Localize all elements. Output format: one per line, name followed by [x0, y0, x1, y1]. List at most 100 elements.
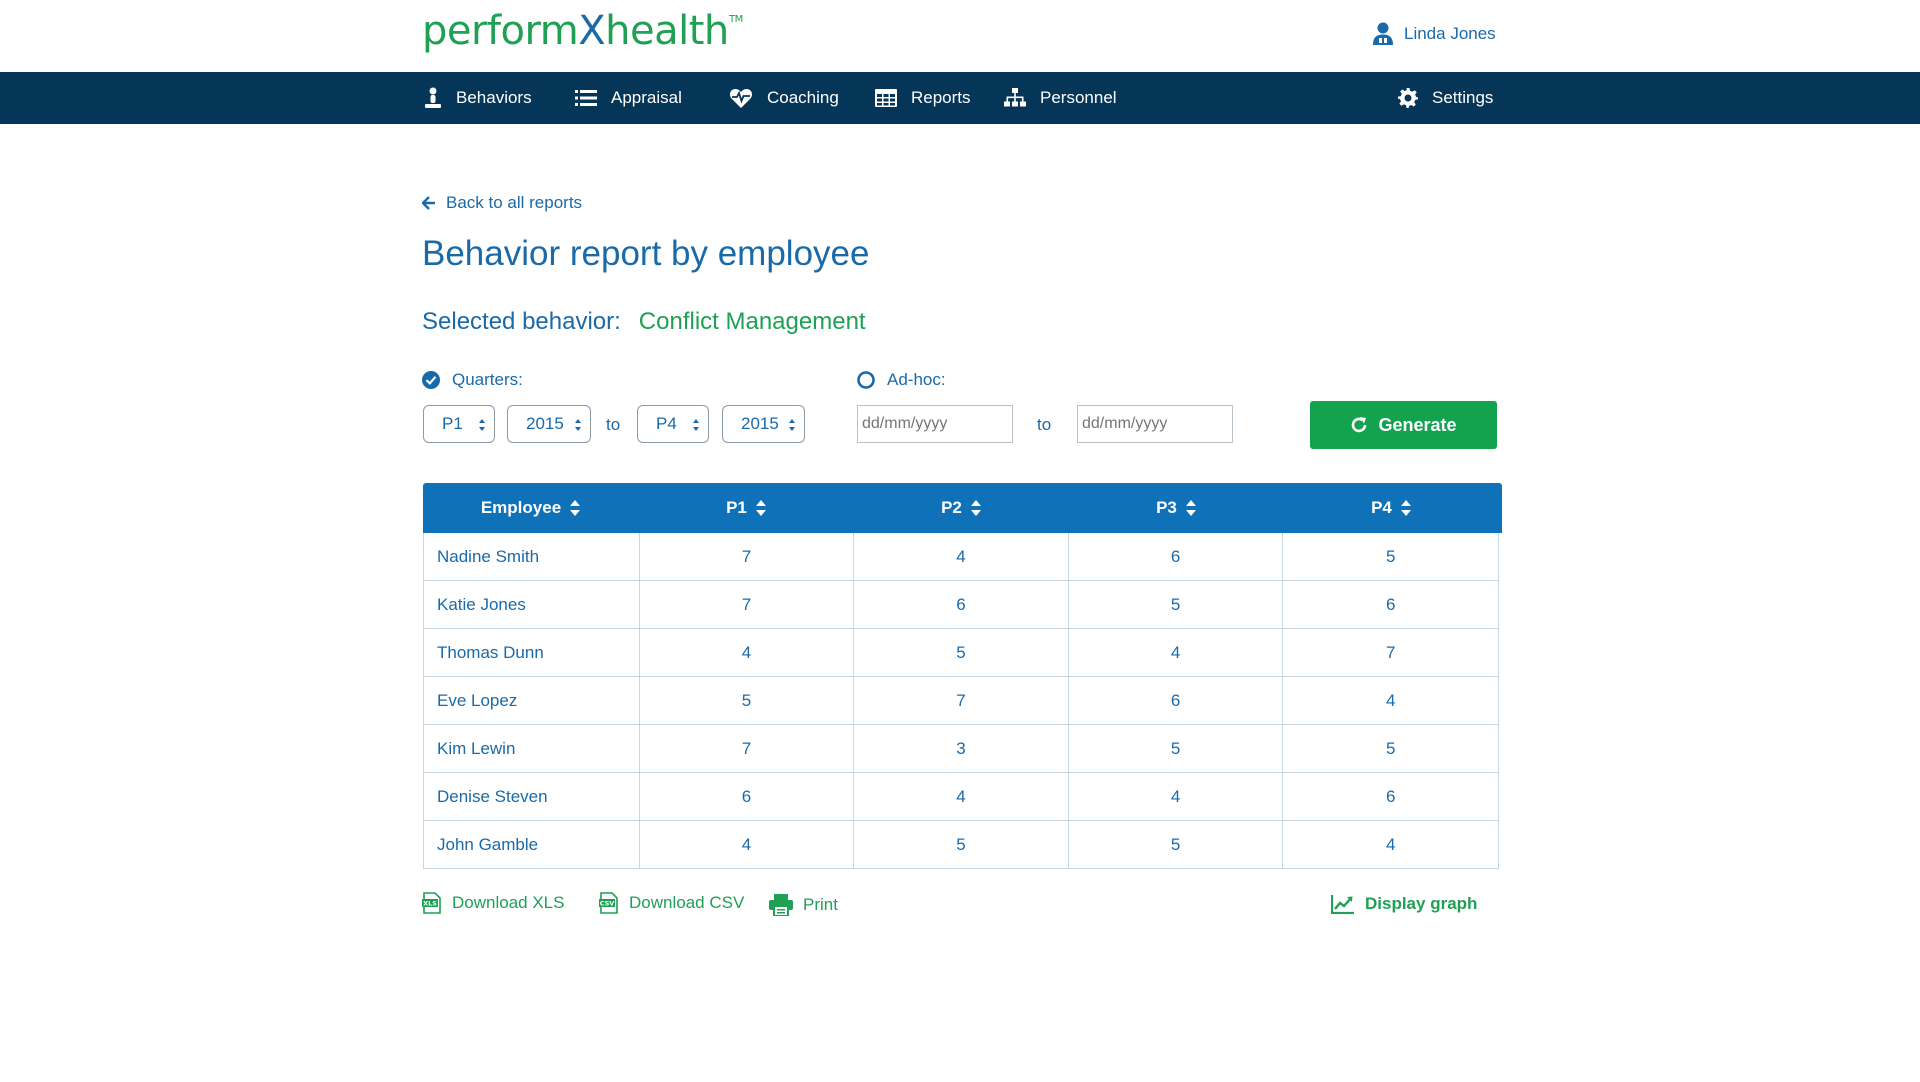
to-year-value: 2015 — [741, 414, 779, 433]
nav-settings-label: Settings — [1432, 88, 1494, 107]
nav-reports[interactable]: Reports — [875, 72, 971, 124]
logo-text-x: X — [578, 8, 606, 54]
quarters-label: Quarters: — [452, 370, 523, 389]
sort-by-p2[interactable]: P2 — [854, 483, 1069, 533]
score-p3: 6 — [1069, 677, 1284, 724]
score-p2: 7 — [854, 677, 1069, 724]
display-graph-label: Display graph — [1365, 894, 1478, 913]
header-p2: P2 — [941, 498, 962, 517]
nav-settings[interactable]: Settings — [1398, 72, 1493, 124]
adhoc-from-date-input[interactable] — [857, 405, 1013, 443]
date-range-to: to — [1037, 415, 1052, 434]
table-row: John Gamble 4 5 5 4 — [424, 821, 1498, 869]
generate-button[interactable]: Generate — [1310, 401, 1497, 449]
table-header: Employee P1 P2 P3 P4 — [423, 483, 1502, 533]
quarters-option[interactable]: Quarters: — [422, 370, 523, 390]
header-p1: P1 — [726, 498, 747, 517]
csv-icon-text: CSV — [600, 900, 615, 908]
select-arrows-icon — [693, 419, 699, 431]
score-p1: 7 — [640, 725, 855, 772]
employee-name[interactable]: Denise Steven — [424, 773, 640, 820]
score-p1: 5 — [640, 677, 855, 724]
from-year-select[interactable]: 2015 — [507, 405, 591, 443]
nav-appraisal[interactable]: Appraisal — [575, 72, 682, 124]
logo[interactable]: performXhealth TM — [422, 8, 743, 54]
page-title: Behavior report by employee — [422, 234, 870, 273]
score-p2: 5 — [854, 629, 1069, 676]
csv-file-icon: CSV — [599, 892, 618, 914]
sort-by-p1[interactable]: P1 — [639, 483, 854, 533]
employee-name[interactable]: Katie Jones — [424, 581, 640, 628]
selected-behavior-label: Selected behavior: — [422, 308, 621, 335]
score-p1: 4 — [640, 629, 855, 676]
adhoc-to-date-input[interactable] — [1077, 405, 1233, 443]
sort-by-employee[interactable]: Employee — [423, 483, 639, 533]
score-p4: 5 — [1385, 738, 1396, 758]
score-p2: 4 — [854, 773, 1069, 820]
download-csv-link[interactable]: CSV Download CSV — [599, 892, 744, 914]
print-label: Print — [803, 895, 838, 914]
score-p2: 6 — [854, 581, 1069, 628]
sort-by-p3[interactable]: P3 — [1069, 483, 1284, 533]
person-icon — [425, 87, 441, 108]
nav-personnel[interactable]: Personnel — [1004, 72, 1117, 124]
select-arrows-icon — [575, 419, 581, 431]
from-quarter-select[interactable]: P1 — [423, 405, 495, 443]
arrow-left-icon — [422, 196, 435, 210]
user-menu[interactable]: Linda Jones — [1372, 22, 1496, 46]
org-chart-icon — [1004, 88, 1026, 107]
employee-name[interactable]: Eve Lopez — [424, 677, 640, 724]
list-icon — [575, 90, 597, 106]
sort-icon — [1185, 500, 1196, 516]
to-year-select[interactable]: 2015 — [722, 405, 805, 443]
nav-coaching[interactable]: Coaching — [729, 72, 839, 124]
score-p2: 3 — [854, 725, 1069, 772]
main-nav: Behaviors Appraisal Coaching Reports — [0, 72, 1920, 124]
to-quarter-select[interactable]: P4 — [637, 405, 709, 443]
table-row: Katie Jones 7 6 5 6 — [424, 581, 1498, 629]
behavior-report-table: Employee P1 P2 P3 P4 Nadine Smith 7 4 6 … — [423, 483, 1502, 869]
score-p1: 4 — [640, 821, 855, 868]
from-quarter-value: P1 — [442, 414, 463, 433]
download-xls-link[interactable]: XLS Download XLS — [422, 892, 564, 914]
table-row: Kim Lewin 7 3 5 5 — [424, 725, 1498, 773]
table-row: Eve Lopez 5 7 6 4 — [424, 677, 1498, 725]
score-p3: 5 — [1069, 725, 1284, 772]
check-circle-icon[interactable] — [422, 371, 440, 389]
nav-behaviors[interactable]: Behaviors — [424, 72, 532, 124]
xls-file-icon: XLS — [422, 892, 441, 914]
sort-by-p4[interactable]: P4 — [1284, 483, 1499, 533]
score-p3: 4 — [1069, 629, 1284, 676]
score-p3: 6 — [1069, 533, 1284, 580]
selected-behavior: Selected behavior: Conflict Management — [422, 308, 866, 336]
sort-icon — [1400, 500, 1411, 516]
employee-name[interactable]: Kim Lewin — [424, 725, 640, 772]
adhoc-option[interactable]: Ad-hoc: — [857, 370, 946, 390]
score-p3: 5 — [1069, 821, 1284, 868]
table-row: Thomas Dunn 4 5 4 7 — [424, 629, 1498, 677]
download-csv-label: Download CSV — [629, 893, 745, 912]
nav-coaching-label: Coaching — [767, 88, 839, 107]
trademark-mark: TM — [729, 14, 743, 25]
sort-icon — [755, 500, 766, 516]
nav-personnel-label: Personnel — [1040, 88, 1117, 107]
score-p2: 4 — [854, 533, 1069, 580]
display-graph-link[interactable]: Display graph — [1331, 894, 1477, 914]
from-year-value: 2015 — [526, 414, 564, 433]
back-link-label: Back to all reports — [446, 193, 583, 212]
back-to-reports-link[interactable]: Back to all reports — [422, 193, 582, 213]
logo-text-perform: perform — [422, 8, 579, 54]
user-name: Linda Jones — [1404, 24, 1496, 43]
sort-icon — [570, 500, 581, 516]
heart-pulse-icon — [729, 89, 753, 108]
radio-empty-icon[interactable] — [857, 371, 875, 389]
score-p4: 4 — [1385, 690, 1396, 710]
employee-name[interactable]: John Gamble — [424, 821, 640, 868]
adhoc-label: Ad-hoc: — [887, 370, 946, 389]
employee-name[interactable]: Nadine Smith — [424, 533, 640, 580]
score-p1: 6 — [640, 773, 855, 820]
print-link[interactable]: Print — [769, 894, 838, 916]
employee-name[interactable]: Thomas Dunn — [424, 629, 640, 676]
header-p4: P4 — [1371, 498, 1392, 517]
sort-icon — [970, 500, 981, 516]
